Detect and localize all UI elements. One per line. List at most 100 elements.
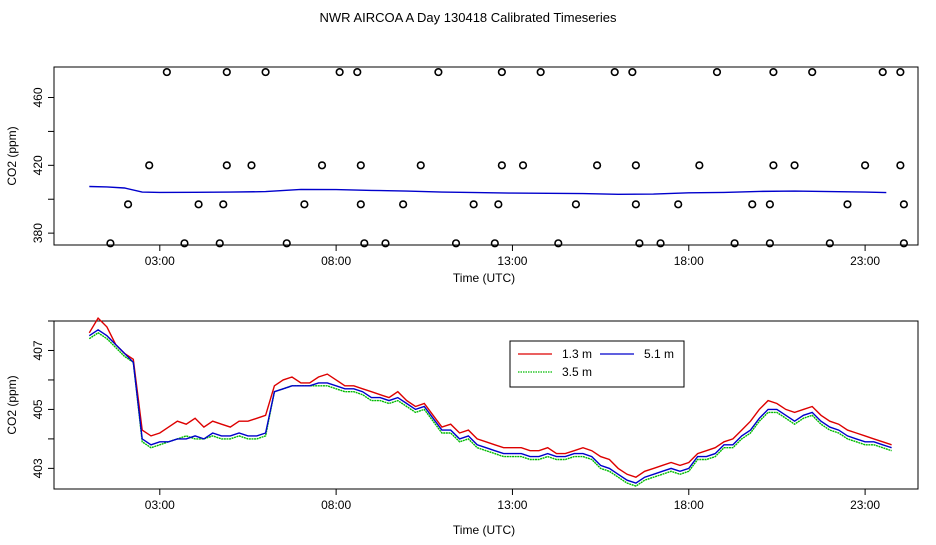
top-x-tick-label: 23:00 [850,254,880,268]
top-y-tick-label: 420 [31,155,45,175]
calibration-point [469,200,478,209]
legend-box [509,340,685,388]
bottom-x-tick-label: 18:00 [674,498,704,512]
top-series-group [89,67,908,248]
calibration-point [162,67,171,77]
bottom-x-tick-label: 23:00 [850,498,880,512]
calibration-point [261,67,270,77]
chart-title: NWR AIRCOA A Day 130418 Calibrated Times… [320,10,617,25]
calibration-point [317,161,327,170]
calibration-point [730,239,739,248]
calibration-point [518,161,528,170]
bottom-series-line-3-5-m [88,331,892,487]
bottom-y-tick-label: 403 [31,458,45,478]
calibration-point [674,200,683,209]
calibration-point [631,161,640,170]
bottom-series-group [88,316,892,487]
calibration-point [194,200,203,209]
calibration-point [825,239,834,248]
bottom-plot-frame [53,320,919,490]
top-plot-frame [53,66,919,246]
calibration-point [878,67,887,77]
calibration-point [123,200,133,209]
calibration-point [219,200,228,209]
calibration-point [222,67,231,77]
calibration-point [180,239,189,248]
top-y-tick-label: 460 [31,87,45,107]
calibration-point [712,67,722,77]
calibration-point [628,67,637,77]
calibration-point [497,67,506,77]
top-x-tick-label: 13:00 [497,254,527,268]
calibration-point [282,239,291,248]
calibration-point [247,161,256,170]
top-x-tick-label: 08:00 [321,254,351,268]
bottom-panel: CO2 (ppm) Time (UTC) 03:00 08:00 13:00 18:0… [5,316,919,537]
bottom-x-tick-label: 03:00 [145,498,175,512]
calibration-point [497,161,506,170]
top-panel: CO2 (ppm) Time (UTC) 03:00 08:00 13:00 18:0… [5,66,919,285]
calibration-point [896,161,905,170]
calibration-point [335,67,344,77]
calibration-point [536,67,545,77]
calibration-point [790,161,799,170]
calibration-point [381,239,390,248]
bottom-x-ticks: 03:00 08:00 13:00 18:00 23:00 [145,489,880,512]
legend-label-1-3m: 1.3 m [562,347,592,361]
top-x-ticks: 03:00 08:00 13:00 18:00 23:00 [145,245,880,268]
calibration-point [695,161,704,170]
legend-label-3-5m: 3.5 m [562,365,592,379]
bottom-x-tick-label: 13:00 [497,498,527,512]
calibration-point [494,200,503,209]
calibration-point [490,239,499,248]
bottom-series-line-1-3-m [88,316,892,478]
calibration-point [145,161,154,170]
calibration-point [769,161,778,170]
calibration-point [222,161,231,170]
top-y-axis-label: CO2 (ppm) [5,126,19,185]
top-x-tick-label: 18:00 [674,254,704,268]
calibration-point [765,239,774,248]
calibration-point [356,200,365,209]
legend: 1.3 m 5.1 m 3.5 m [509,340,685,388]
calibration-point [571,200,581,209]
bottom-x-axis-label: Time (UTC) [453,523,515,537]
top-y-ticks: 380 420 460 [31,87,54,243]
calibration-point [899,200,908,209]
top-x-tick-label: 03:00 [145,254,175,268]
top-y-tick-label: 380 [31,223,45,243]
legend-label-5-1m: 5.1 m [644,347,674,361]
bottom-x-tick-label: 08:00 [321,498,351,512]
calibration-point [610,67,619,77]
calibration-point [748,200,757,209]
calibration-point [106,239,115,248]
bottom-y-tick-label: 405 [31,399,45,419]
calibration-point [631,200,640,209]
calibration-point [434,67,443,77]
calibration-point [451,239,461,248]
calibration-point [843,200,852,209]
top-x-axis-label: Time (UTC) [453,271,515,285]
calibration-point [215,239,224,248]
calibration-point [656,239,665,248]
calibration-point [554,239,563,248]
calibration-point [300,200,309,209]
calibration-point [808,67,817,77]
calibration-point [765,200,774,209]
calibration-point [899,239,908,248]
top-series-line-blue-line [89,185,887,196]
bottom-series-line-5-1-m [88,328,892,484]
calibration-point [416,161,425,170]
calibration-point [353,67,362,77]
bottom-y-tick-label: 407 [31,340,45,360]
calibration-point [399,200,408,209]
calibration-point [896,67,905,77]
calibration-point [635,239,644,248]
calibration-point [356,161,365,170]
calibration-point [592,161,602,170]
bottom-y-axis-label: CO2 (ppm) [5,375,19,434]
calibration-point [769,67,778,77]
calibration-point [360,239,369,248]
bottom-y-ticks: 403 405 407 [31,320,54,478]
